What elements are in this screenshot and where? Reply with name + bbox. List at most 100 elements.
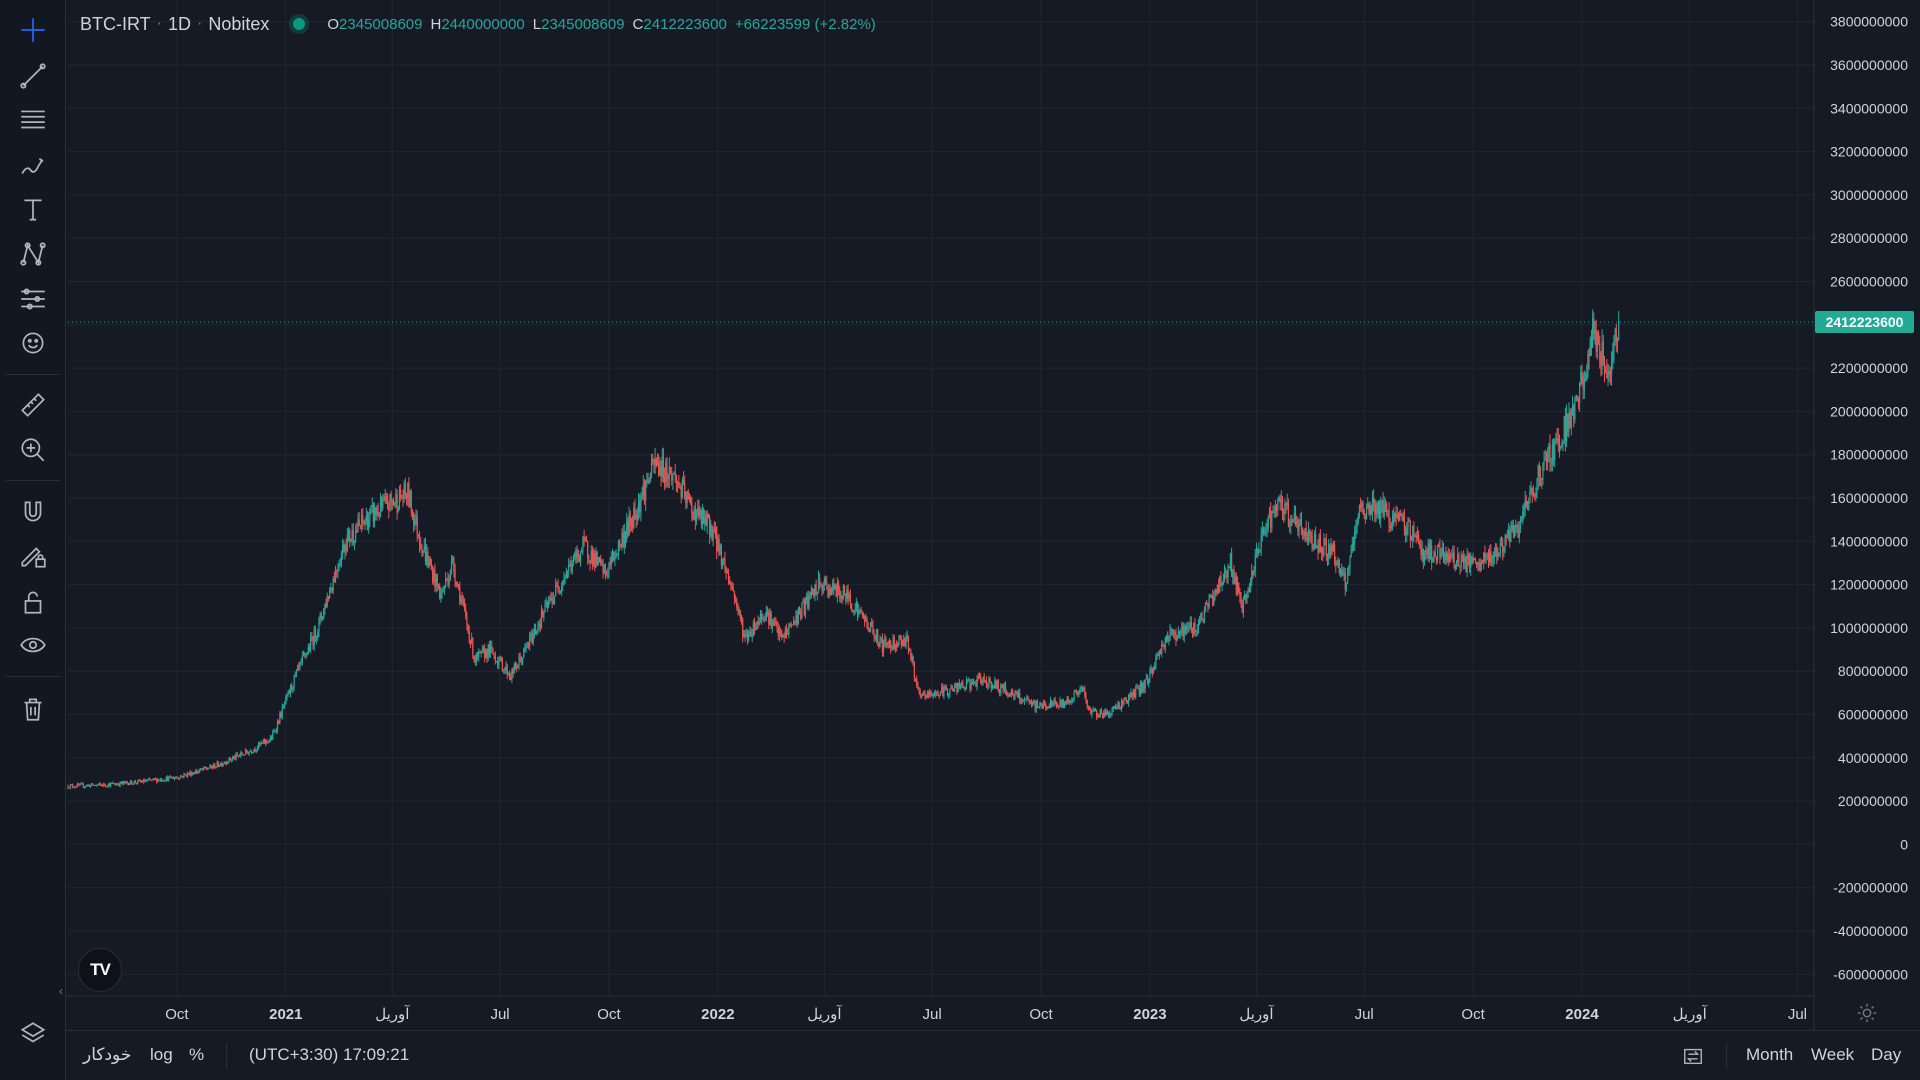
range-day-button[interactable]: Day	[1871, 1045, 1902, 1064]
tradingview-logo[interactable]: TV	[78, 948, 122, 992]
range-month-button[interactable]: Month	[1746, 1045, 1794, 1064]
candle-body	[988, 678, 990, 686]
candle-body	[1558, 441, 1561, 448]
candle-body	[796, 614, 798, 624]
candle-body	[1167, 635, 1169, 642]
symbol-name[interactable]: BTC-IRT	[80, 13, 151, 34]
candle-body	[572, 554, 575, 565]
candle-body	[903, 638, 905, 646]
candle-body	[1290, 521, 1292, 526]
candle-body	[234, 756, 236, 759]
prediction-icon[interactable]	[13, 279, 53, 319]
candle-body	[878, 642, 880, 647]
candle-body	[499, 656, 501, 661]
candle-body	[1436, 544, 1439, 561]
candle-body	[750, 631, 752, 637]
candle-body	[1388, 510, 1390, 526]
text-icon[interactable]	[13, 190, 53, 230]
candle-body	[244, 749, 247, 755]
candle-body	[897, 643, 899, 648]
candle-body	[610, 556, 612, 565]
candle-body	[1521, 520, 1523, 522]
lock-drawing-icon[interactable]	[13, 536, 53, 576]
candle-body	[954, 687, 956, 691]
candle-body	[1506, 533, 1509, 538]
candle-body	[1363, 510, 1365, 518]
candle-body	[577, 550, 579, 557]
candle-body	[861, 612, 863, 615]
candle-body	[1336, 563, 1338, 566]
brush-icon[interactable]	[13, 145, 53, 185]
candle-body	[400, 489, 402, 499]
candle-body	[539, 623, 541, 627]
candle-body	[1395, 513, 1397, 518]
layers-icon[interactable]	[13, 1014, 53, 1054]
candle-body	[83, 786, 86, 788]
crosshair-icon[interactable]	[13, 10, 53, 50]
eye-icon[interactable]	[13, 625, 53, 665]
candle-body	[301, 655, 303, 661]
price-tick-label: 3400000000	[1830, 100, 1908, 116]
candle-body	[1465, 557, 1467, 573]
log-scale-button[interactable]: log	[150, 1045, 173, 1064]
candle-body	[1215, 589, 1217, 593]
exchange-name: Nobitex	[208, 13, 270, 34]
candle-body	[845, 593, 847, 600]
magnet-icon[interactable]	[13, 492, 53, 532]
candle-body	[1165, 635, 1168, 638]
candle-body	[300, 660, 302, 662]
candle-body	[1618, 322, 1620, 340]
candle-body	[460, 598, 462, 603]
candle-body	[877, 629, 879, 643]
trash-icon[interactable]	[13, 689, 53, 729]
candle-body	[292, 687, 294, 689]
candle-body	[668, 467, 670, 480]
candle-body	[553, 596, 556, 599]
candle-body	[336, 570, 338, 572]
candle-body	[1489, 551, 1491, 562]
interval[interactable]: 1D	[168, 13, 192, 34]
range-week-button[interactable]: Week	[1811, 1045, 1855, 1064]
candle-body	[1080, 688, 1082, 690]
percent-scale-button[interactable]: %	[189, 1045, 205, 1064]
price-tick-label: 400000000	[1838, 750, 1908, 766]
candle-body	[1106, 711, 1108, 715]
candle-body	[847, 589, 849, 598]
candle-body	[207, 768, 209, 770]
candle-body	[1169, 629, 1171, 641]
auto-scale-button[interactable]: خودکار	[83, 1045, 132, 1064]
candle-body	[749, 631, 751, 635]
timezone-clock[interactable]: (UTC+3:30) 17:09:21	[249, 1045, 410, 1064]
time-axis[interactable]: Oct 2021 آوریل Jul Oct 2022 آوریل Jul Oct 2023 آور…	[165, 1005, 1807, 1023]
candle-body	[518, 656, 520, 667]
candle-body	[340, 553, 343, 564]
candle-body	[785, 629, 788, 634]
pattern-icon[interactable]	[13, 234, 53, 274]
candle-body	[765, 611, 767, 617]
candle-body	[867, 626, 869, 629]
fib-retracement-icon[interactable]	[13, 100, 53, 140]
candle-body	[619, 541, 621, 545]
emoji-icon[interactable]	[13, 323, 53, 363]
price-axis[interactable]: 3800000000 3600000000 3400000000 3200000000…	[1830, 14, 1908, 983]
candle-body	[347, 529, 350, 535]
gear-icon[interactable]	[1856, 1002, 1878, 1024]
ruler-icon[interactable]	[13, 385, 53, 425]
trend-line-icon[interactable]	[13, 56, 53, 96]
lock-icon[interactable]	[13, 582, 53, 622]
candle-body	[199, 768, 202, 771]
candle-body	[217, 762, 219, 767]
candle-body	[1016, 693, 1018, 698]
zoom-in-icon[interactable]	[13, 430, 53, 470]
collapse-toolbar-icon[interactable]: ‹	[59, 984, 63, 998]
price-tick-label: 2000000000	[1830, 403, 1908, 419]
candle-body	[559, 590, 562, 592]
candle-body	[633, 507, 635, 528]
compare-icon[interactable]	[1682, 1045, 1704, 1072]
candle-body	[1447, 553, 1449, 562]
candle-body	[1599, 344, 1601, 362]
candle-body	[584, 538, 586, 542]
candle-body	[246, 749, 248, 753]
candle-body	[1397, 515, 1400, 521]
